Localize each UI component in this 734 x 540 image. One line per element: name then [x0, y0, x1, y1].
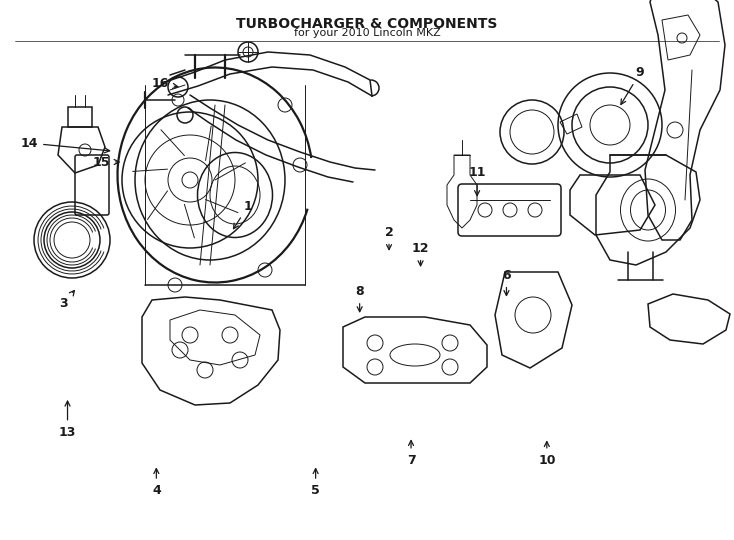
Text: 16: 16: [151, 77, 178, 90]
Text: 9: 9: [621, 66, 644, 104]
Text: 8: 8: [355, 285, 364, 312]
Text: 1: 1: [233, 200, 252, 229]
Text: 4: 4: [152, 469, 161, 497]
Text: 12: 12: [412, 242, 429, 266]
Text: 15: 15: [92, 156, 119, 168]
Text: 5: 5: [311, 469, 320, 497]
Text: 2: 2: [385, 226, 393, 249]
Text: 13: 13: [59, 401, 76, 438]
Text: for your 2010 Lincoln MKZ: for your 2010 Lincoln MKZ: [294, 28, 440, 38]
Text: 6: 6: [502, 269, 511, 295]
Text: 10: 10: [538, 442, 556, 467]
Text: 14: 14: [21, 137, 109, 153]
Text: 7: 7: [407, 441, 415, 467]
Text: 3: 3: [59, 291, 74, 310]
Text: 11: 11: [468, 166, 486, 195]
Text: TURBOCHARGER & COMPONENTS: TURBOCHARGER & COMPONENTS: [236, 17, 498, 31]
